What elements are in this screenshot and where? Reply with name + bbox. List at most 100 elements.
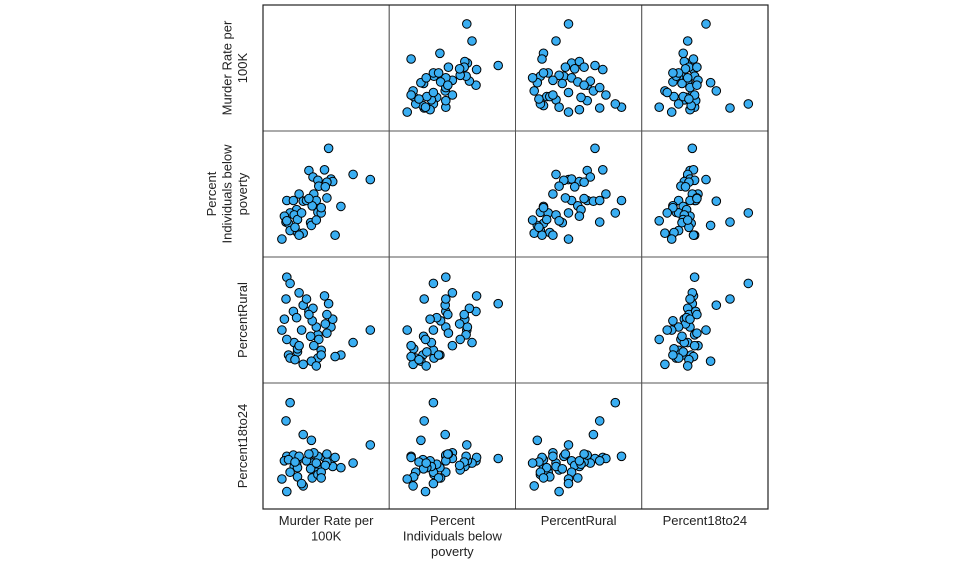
- point-rural-vs-age18to24-42: [654, 334, 665, 345]
- point-poverty-vs-rural-0: [590, 143, 600, 154]
- point-rural-vs-poverty-44: [421, 361, 432, 371]
- x-label-line: Individuals below: [403, 529, 503, 544]
- point-age18to24-vs-rural-42: [554, 486, 564, 497]
- point-poverty-vs-age18to24-43: [662, 208, 673, 218]
- point-murder-vs-age18to24-32: [705, 77, 716, 88]
- y-label-line: Percent18to24: [235, 404, 250, 489]
- point-poverty-vs-murder-39: [316, 202, 327, 213]
- x-label-murder: Murder Rate per 100K: [279, 513, 374, 544]
- point-poverty-vs-rural-26: [574, 211, 585, 221]
- point-poverty-vs-rural-19: [560, 193, 571, 203]
- point-murder-vs-poverty-21: [435, 48, 445, 59]
- point-rural-vs-poverty-38: [402, 325, 413, 335]
- point-age18to24-vs-poverty-16: [440, 429, 451, 440]
- point-murder-vs-poverty-5: [462, 19, 472, 29]
- point-age18to24-vs-rural-39: [538, 473, 549, 483]
- point-murder-vs-age18to24-44: [682, 73, 693, 83]
- point-rural-vs-poverty-40: [443, 309, 453, 320]
- point-rural-vs-age18to24-19: [692, 328, 702, 339]
- point-age18to24-vs-murder-43: [296, 478, 307, 489]
- point-age18to24-vs-murder-44: [311, 458, 322, 468]
- point-murder-vs-age18to24-33: [673, 99, 684, 109]
- point-poverty-vs-age18to24-44: [682, 215, 693, 225]
- point-poverty-vs-rural-13: [601, 189, 611, 199]
- point-rural-vs-poverty-43: [428, 325, 439, 335]
- point-rural-vs-poverty-11: [454, 319, 465, 329]
- panel-poverty-vs-age18to24: [641, 130, 769, 258]
- point-poverty-vs-rural-43: [563, 208, 574, 218]
- point-rural-vs-murder-36: [294, 340, 304, 351]
- point-poverty-vs-age18to24-5: [701, 174, 711, 185]
- point-rural-vs-murder-39: [316, 350, 327, 360]
- point-rural-vs-age18to24-36: [689, 340, 700, 351]
- point-age18to24-vs-murder-21: [336, 462, 346, 473]
- panel-rural-vs-poverty: [388, 256, 516, 384]
- point-age18to24-vs-murder-33: [285, 467, 295, 478]
- point-poverty-vs-murder-40: [304, 193, 314, 204]
- point-poverty-vs-rural-3: [585, 172, 596, 182]
- y-label-line: Murder Rate per: [220, 20, 235, 115]
- point-age18to24-vs-murder-40: [304, 449, 314, 459]
- point-rural-vs-murder-41: [290, 354, 300, 365]
- point-murder-vs-poverty-36: [406, 90, 416, 100]
- x-label-line: Percent18to24: [663, 513, 748, 528]
- point-murder-vs-poverty-13: [447, 90, 458, 100]
- x-label-rural: PercentRural: [541, 513, 617, 528]
- point-age18to24-vs-murder-31: [305, 464, 316, 474]
- point-poverty-vs-rural-17: [594, 195, 605, 206]
- point-rural-vs-poverty-42: [420, 334, 431, 345]
- point-rural-vs-age18to24-20: [668, 316, 678, 326]
- point-murder-vs-rural-26: [574, 104, 585, 115]
- point-age18to24-vs-poverty-38: [402, 474, 413, 484]
- point-poverty-vs-rural-12: [548, 189, 558, 199]
- point-murder-vs-rural-38: [563, 107, 574, 117]
- point-murder-vs-age18to24-4: [682, 36, 693, 46]
- point-age18to24-vs-murder-16: [298, 429, 309, 440]
- point-age18to24-vs-murder-32: [306, 435, 317, 446]
- point-age18to24-vs-rural-19: [560, 449, 571, 459]
- point-murder-vs-rural-44: [527, 73, 538, 83]
- point-poverty-vs-rural-40: [579, 193, 589, 204]
- point-age18to24-vs-poverty-0: [493, 453, 504, 464]
- point-murder-vs-rural-35: [529, 86, 540, 96]
- point-murder-vs-age18to24-42: [654, 102, 665, 112]
- point-rural-vs-murder-5: [365, 325, 376, 335]
- point-murder-vs-age18to24-34: [669, 91, 679, 102]
- point-murder-vs-rural-40: [579, 80, 589, 90]
- point-poverty-vs-murder-41: [290, 222, 300, 233]
- point-age18to24-vs-murder-4: [348, 458, 358, 468]
- point-rural-vs-age18to24-27: [725, 294, 735, 304]
- point-rural-vs-poverty-25: [428, 278, 439, 289]
- point-murder-vs-rural-5: [563, 19, 574, 29]
- x-label-line: Murder Rate per: [279, 513, 374, 528]
- point-poverty-vs-murder-43: [296, 208, 307, 218]
- point-rural-vs-age18to24-17: [685, 294, 695, 304]
- point-age18to24-vs-poverty-25: [428, 397, 439, 408]
- panel-murder-vs-murder: [262, 4, 390, 132]
- point-age18to24-vs-poverty-44: [421, 458, 432, 468]
- point-age18to24-vs-rural-35: [529, 481, 540, 491]
- point-poverty-vs-murder-4: [348, 169, 358, 180]
- point-age18to24-vs-rural-31: [557, 464, 568, 474]
- point-age18to24-vs-murder-19: [322, 449, 332, 459]
- point-murder-vs-rural-13: [601, 90, 611, 100]
- point-murder-vs-poverty-19: [443, 62, 454, 72]
- point-age18to24-vs-murder-11: [320, 460, 331, 471]
- point-rural-vs-murder-13: [294, 288, 304, 298]
- point-rural-vs-murder-19: [322, 328, 332, 339]
- point-rural-vs-murder-44: [311, 361, 322, 371]
- point-murder-vs-age18to24-31: [677, 78, 687, 89]
- point-poverty-vs-murder-5: [365, 174, 376, 185]
- point-poverty-vs-murder-36: [294, 230, 304, 240]
- point-murder-vs-age18to24-37: [688, 54, 699, 64]
- point-murder-vs-poverty-42: [420, 102, 431, 112]
- point-murder-vs-poverty-37: [406, 54, 416, 64]
- point-poverty-vs-age18to24-42: [654, 216, 665, 226]
- point-poverty-vs-age18to24-35: [660, 228, 670, 238]
- x-label-line: 100K: [311, 529, 342, 544]
- point-rural-vs-poverty-4: [467, 337, 477, 348]
- panel-poverty-vs-poverty: [388, 130, 516, 258]
- panel-age18to24-vs-poverty: [388, 382, 516, 510]
- point-poverty-vs-murder-11: [320, 182, 331, 192]
- point-rural-vs-poverty-10: [455, 334, 466, 345]
